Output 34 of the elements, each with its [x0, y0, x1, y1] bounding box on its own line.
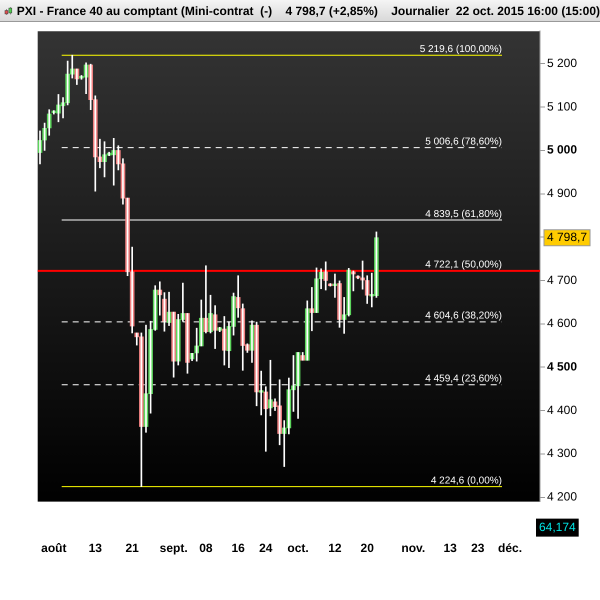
chart-title: PXI - France 40 au comptant (Mini-contrat (-) 4 798,7 (+2,85%) Journalier 22 oct. 2015 16:00 (15:00)	[16, 4, 600, 18]
x-tick-label: 08	[199, 541, 213, 556]
x-tick-label: 23	[471, 541, 485, 556]
x-tick-label: déc.	[498, 541, 522, 556]
x-tick-label: août	[41, 541, 66, 556]
y-tick-label: 4 700	[547, 272, 578, 287]
text: 64,174	[539, 520, 576, 534]
x-tick-label: nov.	[401, 541, 426, 556]
x-tick-label: sept.	[160, 541, 188, 556]
y-tick-label: 4 900	[547, 186, 578, 200]
x-tick-label: 16	[231, 541, 246, 556]
text: 4 798,7	[547, 230, 588, 244]
y-tick-label: 4 200	[547, 490, 578, 504]
y-tick-label: 5 000	[547, 142, 578, 157]
x-tick-label: 13	[443, 541, 458, 556]
x-tick-label: 12	[328, 541, 342, 556]
y-tick-label: 4 400	[547, 402, 578, 417]
x-tick-label: 21	[125, 541, 140, 556]
ref-line-label: 4 224,6 (0,00%)	[430, 475, 502, 486]
y-tick-label: 5 100	[547, 99, 578, 114]
x-tick-label: 13	[88, 541, 102, 556]
x-tick-label: oct.	[287, 541, 309, 556]
ref-line-label: 4 722,1 (50,00%)	[425, 260, 502, 271]
y-tick-label: 4 300	[547, 446, 578, 460]
x-tick-label: 20	[360, 541, 374, 556]
y-tick-label: 4 500	[547, 360, 578, 374]
ref-line-label: 4 839,5 (61,80%)	[425, 208, 502, 220]
ref-line-label: 5 006,6 (78,60%)	[425, 136, 502, 148]
ref-line-label: 4 459,4 (23,60%)	[425, 374, 502, 385]
ref-line-label: 5 219,6 (100,00%)	[420, 44, 502, 55]
y-tick-label: 4 600	[547, 316, 578, 330]
x-tick-label: 24	[259, 541, 273, 556]
ref-line-label: 4 604,6 (38,20%)	[425, 310, 502, 322]
y-tick-label: 5 200	[547, 56, 578, 70]
